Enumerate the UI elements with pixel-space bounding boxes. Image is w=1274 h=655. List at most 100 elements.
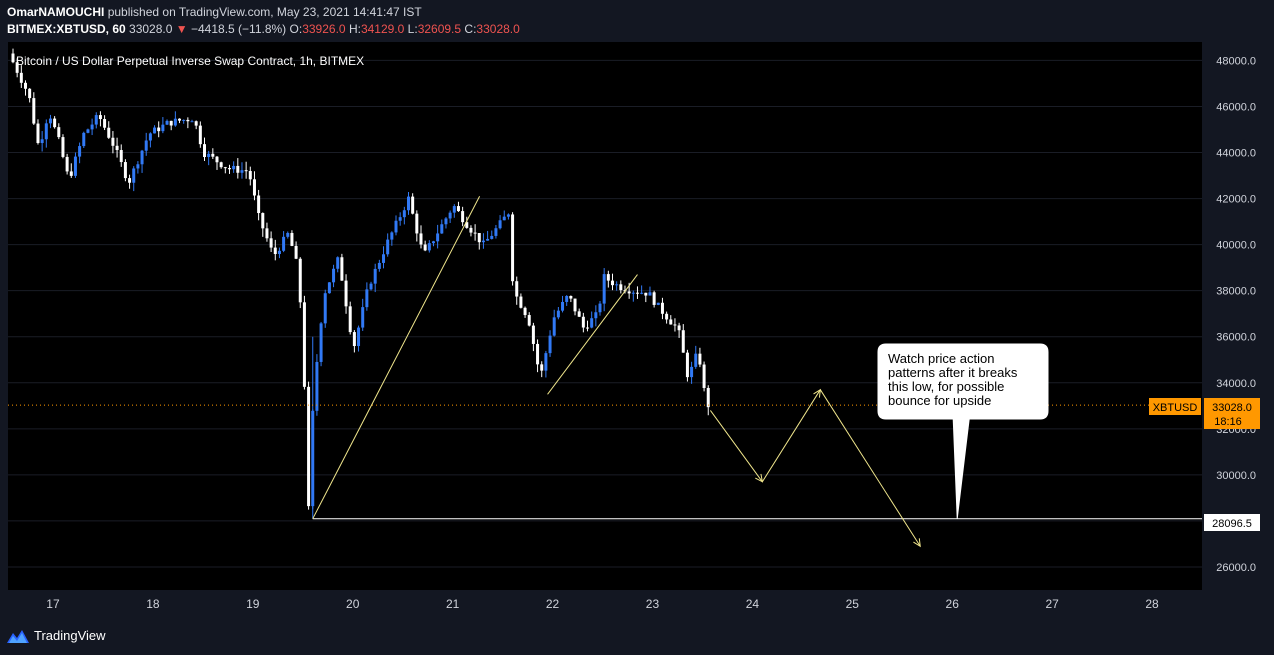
chart-header: OmarNAMOUCHI published on TradingView.co… bbox=[0, 0, 1274, 42]
candle-body-128 bbox=[544, 353, 548, 371]
candle-body-127 bbox=[540, 364, 544, 371]
projection-segment-0 bbox=[710, 410, 763, 483]
time-axis[interactable] bbox=[0, 590, 1202, 618]
symbol-label[interactable]: BITMEX:XBTUSD, 60 bbox=[7, 22, 126, 36]
candle-body-111 bbox=[473, 232, 477, 234]
candle-body-150 bbox=[635, 292, 639, 294]
y-tick-label-5: 36000.0 bbox=[1216, 332, 1256, 344]
x-tick-label-0: 17 bbox=[46, 597, 60, 611]
candle-body-65 bbox=[282, 236, 286, 251]
candle-body-89 bbox=[382, 254, 386, 263]
candle-body-160 bbox=[677, 325, 681, 331]
callout-shape[interactable] bbox=[877, 343, 1049, 519]
candle-body-159 bbox=[673, 324, 677, 326]
price-grid bbox=[8, 59, 1202, 568]
down-arrow-icon: ▼ bbox=[175, 22, 188, 36]
candle-body-54 bbox=[236, 165, 240, 173]
tradingview-brand[interactable]: TradingView bbox=[34, 628, 106, 643]
time-tick-labels: 17 18 19 20 21 22 23 24 25 26 27 28 bbox=[46, 597, 1159, 611]
candle-body-86 bbox=[369, 283, 373, 290]
candle-body-22 bbox=[103, 119, 107, 128]
projection-segment-1 bbox=[761, 389, 821, 483]
y-tick-label-4: 34000.0 bbox=[1216, 378, 1256, 390]
candle-body-52 bbox=[227, 168, 231, 170]
high-label: H: bbox=[348, 22, 361, 36]
candle-body-131 bbox=[556, 310, 560, 318]
price-axis[interactable] bbox=[1202, 42, 1274, 618]
y-tick-label-9: 44000.0 bbox=[1216, 148, 1256, 160]
x-tick-label-1: 18 bbox=[146, 597, 160, 611]
trend-line-0 bbox=[312, 196, 481, 519]
x-tick-label-3: 20 bbox=[346, 597, 360, 611]
candle-body-104 bbox=[444, 218, 448, 225]
x-tick-label-10: 27 bbox=[1045, 597, 1059, 611]
candle-body-100 bbox=[427, 243, 431, 251]
candle-body-15 bbox=[73, 156, 77, 176]
candle-body-81 bbox=[348, 306, 352, 333]
candle-body-116 bbox=[494, 228, 498, 236]
candle-body-78 bbox=[336, 257, 340, 269]
candle-body-164 bbox=[694, 353, 698, 367]
candle-body-155 bbox=[656, 302, 660, 305]
candle-body-114 bbox=[486, 238, 490, 241]
candle-body-158 bbox=[669, 319, 673, 325]
candle-body-130 bbox=[552, 317, 556, 336]
candle-body-32 bbox=[144, 140, 148, 151]
candle-body-157 bbox=[665, 313, 669, 320]
candle-body-46 bbox=[203, 144, 207, 158]
footer: TradingView bbox=[0, 618, 1274, 655]
y-tick-label-8: 42000.0 bbox=[1216, 194, 1256, 206]
candle-body-84 bbox=[361, 307, 365, 328]
last-price-tag: XBTUSD 33028.0 18:16 bbox=[1149, 398, 1260, 429]
candle-body-16 bbox=[78, 146, 82, 157]
chart-title: Bitcoin / US Dollar Perpetual Inverse Sw… bbox=[16, 54, 364, 68]
bar-countdown: 18:16 bbox=[1214, 416, 1242, 428]
candle-body-142 bbox=[602, 274, 606, 304]
candle-body-43 bbox=[190, 121, 194, 123]
candle-body-60 bbox=[261, 213, 265, 229]
candle-body-75 bbox=[323, 293, 327, 324]
price-chart[interactable]: 26000.028000.030000.032000.034000.036000… bbox=[0, 42, 1274, 618]
candle-body-121 bbox=[515, 281, 519, 297]
projection-arrowhead-2 bbox=[913, 538, 921, 548]
candlestick-series[interactable] bbox=[11, 48, 710, 519]
candle-body-109 bbox=[465, 222, 469, 228]
y-tick-label-10: 46000.0 bbox=[1216, 101, 1256, 113]
callout[interactable]: Watch price action patterns after it bre… bbox=[877, 343, 1049, 519]
ohlc-legend: BITMEX:XBTUSD, 60 33028.0 ▼ −4418.5 (−11… bbox=[7, 22, 520, 36]
tradingview-logo-icon[interactable] bbox=[7, 629, 29, 643]
candle-body-95 bbox=[406, 196, 410, 211]
symbol-tag bbox=[1149, 398, 1201, 415]
candle-body-141 bbox=[598, 303, 602, 313]
candle-body-64 bbox=[277, 250, 281, 255]
candle-body-156 bbox=[660, 302, 664, 314]
candle-body-137 bbox=[581, 316, 585, 328]
y-tick-label-2: 30000.0 bbox=[1216, 470, 1256, 482]
candle-body-41 bbox=[182, 119, 186, 121]
candle-body-135 bbox=[573, 298, 577, 312]
candle-body-10 bbox=[53, 118, 57, 128]
drawing-tools[interactable] bbox=[8, 196, 1202, 548]
author-name[interactable]: OmarNAMOUCHI bbox=[7, 5, 105, 19]
candle-body-7 bbox=[40, 139, 44, 144]
candle-body-118 bbox=[502, 216, 506, 221]
candle-body-161 bbox=[681, 330, 685, 353]
candle-body-61 bbox=[265, 228, 269, 239]
candle-body-35 bbox=[157, 127, 161, 132]
candle-body-92 bbox=[394, 220, 398, 233]
x-tick-label-9: 26 bbox=[946, 597, 960, 611]
candle-body-40 bbox=[178, 118, 182, 121]
candle-body-163 bbox=[690, 366, 694, 378]
candle-body-152 bbox=[644, 292, 648, 296]
candle-body-3 bbox=[23, 82, 27, 89]
candle-body-69 bbox=[298, 258, 302, 303]
support-level-box bbox=[1204, 514, 1260, 531]
high-value: 34129.0 bbox=[360, 22, 405, 36]
plot-area[interactable] bbox=[8, 42, 1202, 590]
candle-body-5 bbox=[32, 98, 36, 124]
y-tick-label-6: 38000.0 bbox=[1216, 286, 1256, 298]
candle-body-123 bbox=[523, 307, 527, 316]
candle-body-146 bbox=[619, 284, 623, 291]
candle-body-93 bbox=[398, 217, 402, 221]
candle-body-79 bbox=[340, 257, 344, 281]
